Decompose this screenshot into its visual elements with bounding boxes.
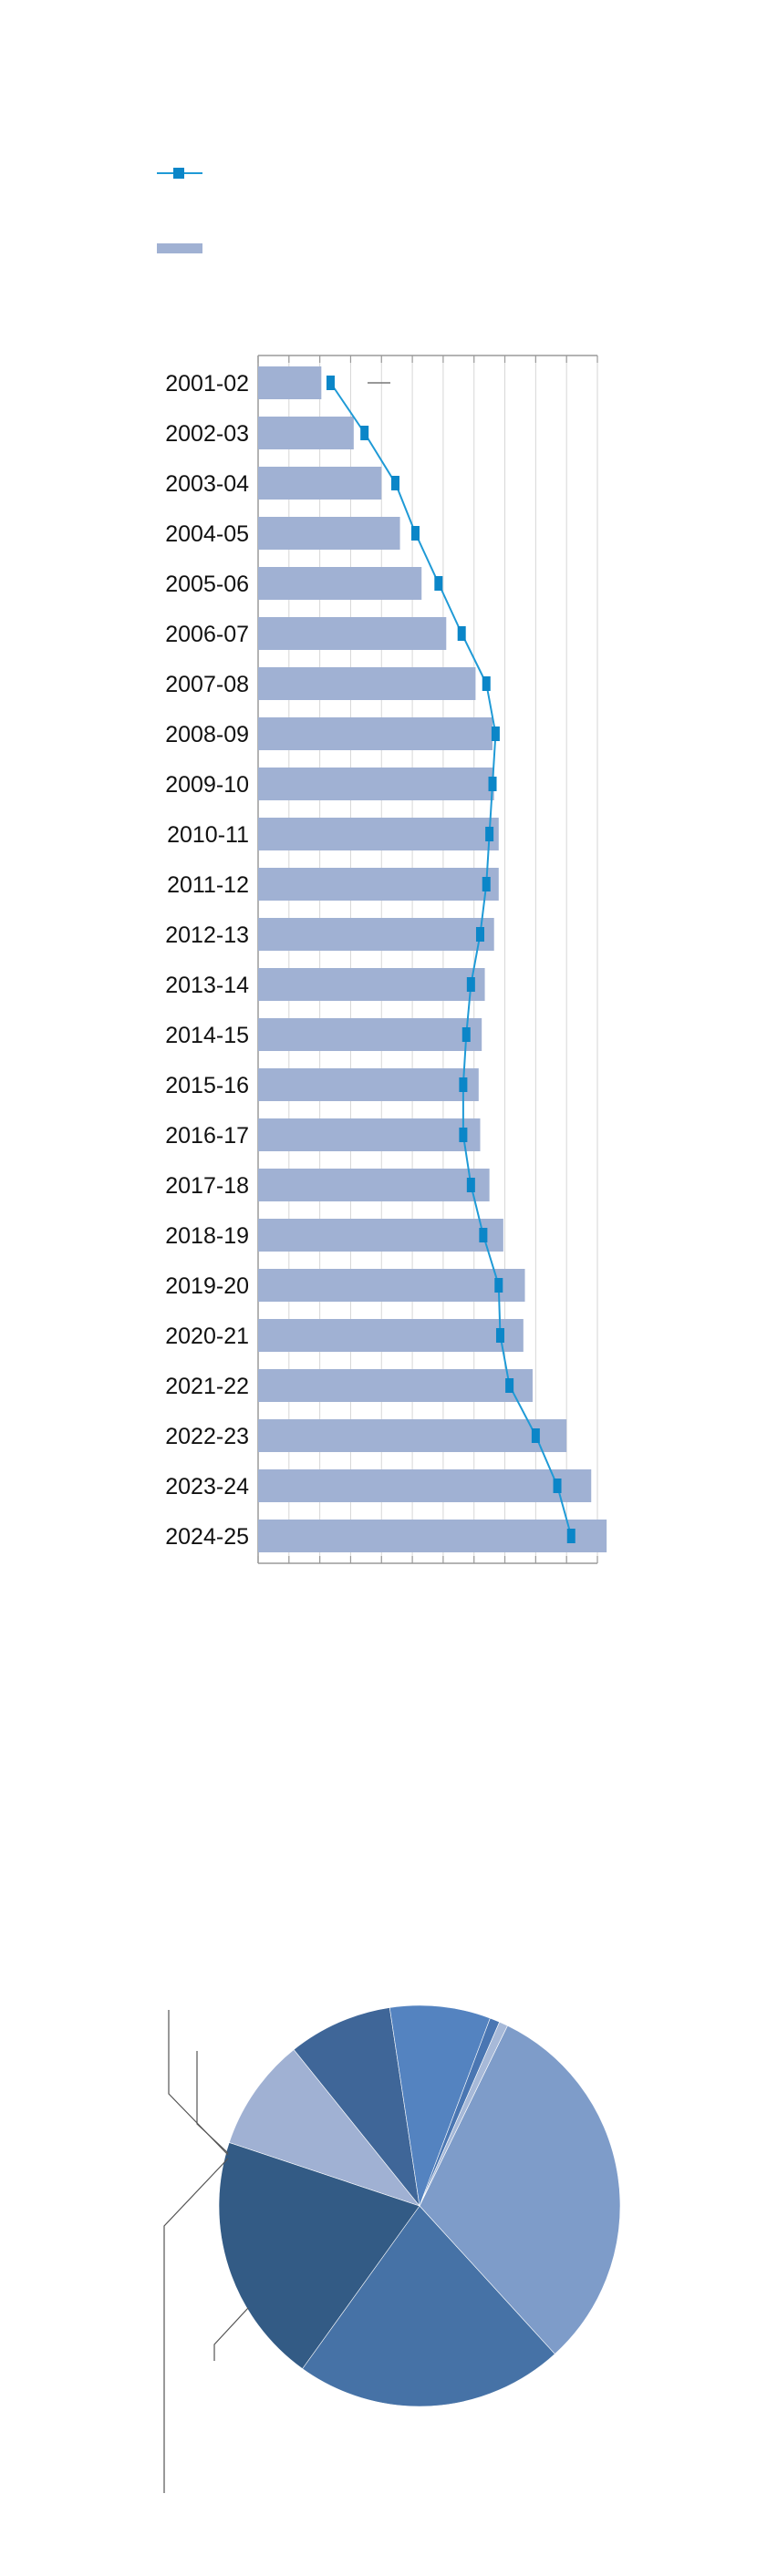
category-label: 2012-13: [165, 922, 249, 948]
category-label: 2017-18: [165, 1173, 249, 1199]
line-marker: [482, 676, 491, 691]
line-marker: [360, 426, 369, 440]
line-marker: [495, 1328, 504, 1343]
bar: [258, 1419, 567, 1452]
category-label: 2014-15: [165, 1023, 249, 1048]
line-marker: [491, 726, 500, 741]
line-marker: [459, 1077, 468, 1092]
bar: [258, 1469, 592, 1502]
bar: [258, 868, 499, 901]
line-marker: [461, 1027, 471, 1042]
gridlines: [288, 355, 598, 1563]
line-marker: [466, 1178, 475, 1192]
bars: [258, 366, 607, 1552]
pie-slice: [218, 2142, 420, 2370]
line-marker: [494, 1278, 503, 1293]
pie-slice: [419, 2021, 508, 2207]
category-label: 2011-12: [167, 872, 249, 898]
leader-line: [168, 2010, 229, 2156]
bar: [258, 1520, 607, 1552]
bar: [258, 1169, 490, 1201]
bar: [258, 617, 447, 650]
pie-chart: [163, 2004, 621, 2493]
bar: [258, 517, 400, 550]
category-label: 2016-17: [165, 1123, 249, 1149]
category-label: 2022-23: [165, 1424, 249, 1449]
category-label: 2018-19: [165, 1223, 249, 1249]
bar: [258, 667, 476, 700]
pie-slice: [389, 2004, 491, 2208]
line-marker: [553, 1479, 562, 1493]
legend: [157, 168, 202, 253]
category-label: 2013-14: [165, 973, 249, 998]
bar: [258, 818, 499, 850]
bar: [258, 366, 322, 399]
pie-slice: [419, 2025, 621, 2354]
category-label: 2024-25: [165, 1524, 249, 1550]
category-label: 2009-10: [165, 772, 249, 798]
category-label: 2021-22: [165, 1374, 249, 1399]
category-label: 2020-21: [165, 1324, 249, 1349]
category-label: 2005-06: [165, 572, 249, 597]
legend-bar-swatch: [157, 243, 202, 253]
line-marker: [457, 626, 466, 641]
legend-marker-swatch: [173, 168, 184, 179]
bar: [258, 768, 494, 800]
line-marker: [459, 1128, 468, 1142]
bar: [258, 1319, 524, 1352]
bar: [258, 918, 494, 951]
line-marker: [479, 1228, 488, 1242]
line-marker: [390, 476, 399, 490]
line-marker: [475, 927, 484, 942]
line-marker: [531, 1428, 540, 1443]
line-marker: [466, 977, 475, 992]
bar-line-chart: 2001-02 2002-03 2003-04 2004-05 2005-06 2006-…: [165, 355, 607, 1564]
bar: [258, 467, 382, 500]
category-label: 2004-05: [165, 521, 249, 547]
category-label: 2023-24: [165, 1474, 249, 1499]
pie-slice: [228, 2049, 420, 2207]
category-label: 2007-08: [165, 672, 249, 697]
bar: [258, 567, 422, 600]
category-label: 2010-11: [167, 822, 249, 848]
leader-line: [163, 2158, 229, 2493]
bar: [258, 417, 354, 449]
line-marker: [488, 777, 497, 791]
line-marker: [434, 576, 443, 591]
bar: [258, 968, 485, 1001]
category-label: 2001-02: [165, 371, 249, 397]
bar: [258, 1118, 481, 1151]
line-marker: [505, 1378, 514, 1393]
category-label: 2019-20: [165, 1273, 249, 1299]
category-label: 2003-04: [165, 471, 249, 497]
pie-slice: [293, 2007, 420, 2208]
category-label: 2002-03: [165, 421, 249, 447]
line-marker: [566, 1529, 576, 1543]
leader-line: [213, 2307, 249, 2361]
bar: [258, 1269, 525, 1302]
leader-line: [196, 2051, 229, 2154]
line-marker: [326, 376, 335, 390]
bar: [258, 717, 493, 750]
category-label: 2006-07: [165, 622, 249, 647]
category-label: 2008-09: [165, 722, 249, 747]
line-marker: [485, 827, 494, 841]
bar: [258, 1369, 533, 1402]
category-label: 2015-16: [165, 1073, 249, 1098]
series-line: [329, 382, 573, 1537]
line-marker: [482, 877, 491, 891]
bar: [258, 1018, 482, 1051]
line-marker: [410, 526, 420, 541]
bar: [258, 1068, 479, 1101]
pie-slice: [302, 2205, 555, 2407]
bar: [258, 1219, 503, 1252]
